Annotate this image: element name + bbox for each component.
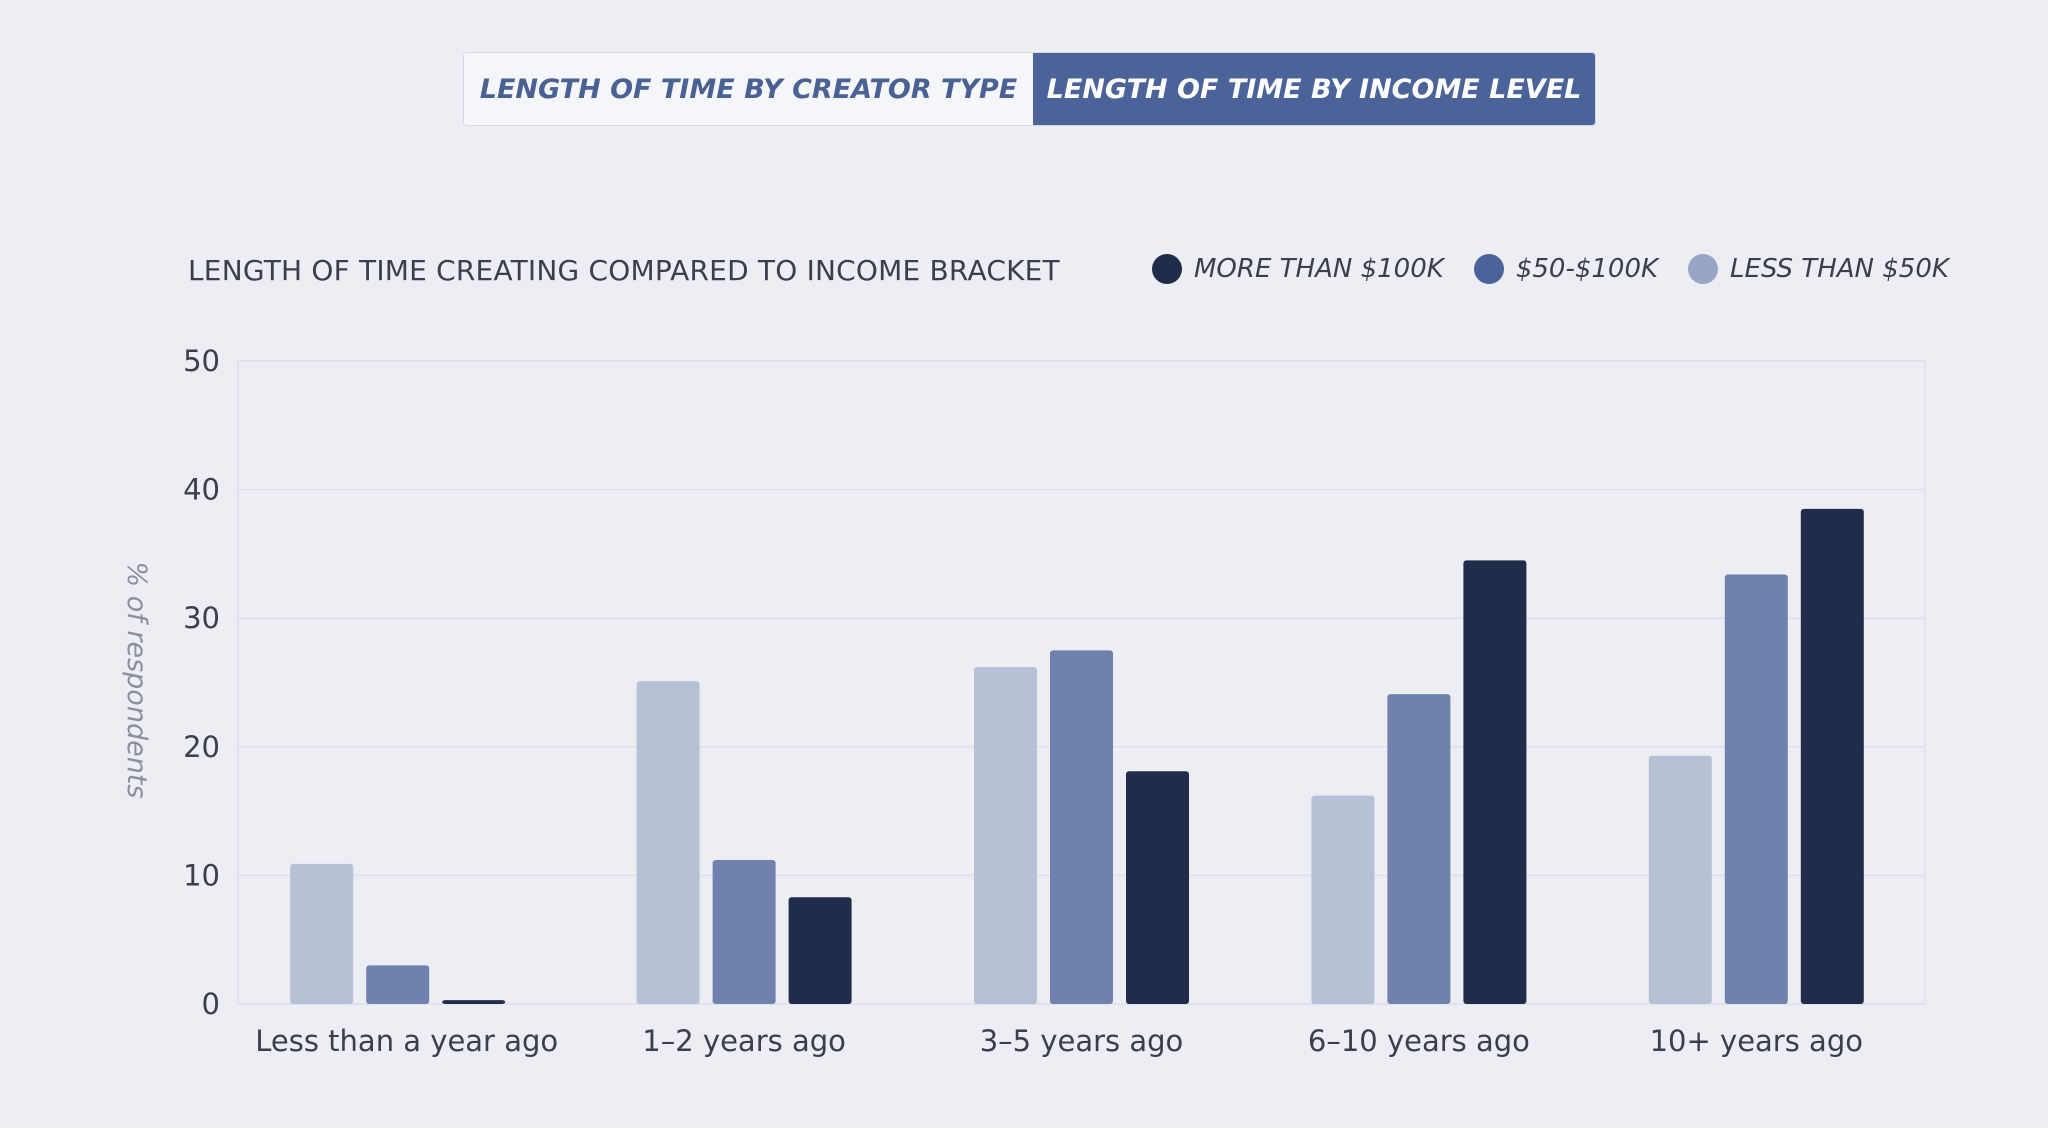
y-tick-label: 0 [202, 987, 220, 1021]
chart-title: LENGTH OF TIME CREATING COMPARED TO INCO… [188, 254, 1060, 287]
y-tick-label: 10 [183, 858, 220, 892]
bar [442, 1000, 506, 1004]
chart-legend: MORE THAN $100K $50-$100K LESS THAN $50K [1152, 254, 1949, 284]
bar [636, 681, 700, 1004]
legend-item-50-100k: $50-$100K [1473, 254, 1659, 284]
legend-dot-more-than-100k [1152, 254, 1182, 284]
y-tick-label: 30 [183, 601, 220, 635]
legend-item-less-than-50k: LESS THAN $50K [1688, 254, 1949, 284]
bar [1050, 650, 1113, 1004]
legend-label-50-100k: $50-$100K [1515, 254, 1659, 284]
legend-dot-50-100k [1473, 254, 1504, 284]
bar [1311, 795, 1375, 1004]
x-tick-label: 10+ years ago [1650, 1024, 1863, 1058]
tab-income-level[interactable]: LENGTH OF TIME BY INCOME LEVEL [1033, 53, 1595, 125]
legend-item-more-than-100k: MORE THAN $100K [1152, 254, 1444, 284]
tab-creator-type[interactable]: LENGTH OF TIME BY CREATOR TYPE [464, 53, 1033, 125]
bar [788, 897, 852, 1004]
bar [290, 863, 354, 1004]
view-toggle: LENGTH OF TIME BY CREATOR TYPE LENGTH OF… [463, 52, 1596, 126]
legend-label-less-than-50k: LESS THAN $50K [1730, 254, 1949, 284]
bar [1724, 574, 1788, 1004]
x-tick-label: Less than a year ago [255, 1024, 558, 1058]
y-tick-label: 20 [183, 730, 220, 764]
legend-dot-less-than-50k [1688, 254, 1719, 284]
x-tick-label: 6–10 years ago [1308, 1024, 1530, 1058]
bar [1387, 694, 1451, 1004]
bar [1800, 508, 1864, 1004]
bar [974, 667, 1037, 1004]
legend-label-more-than-100k: MORE THAN $100K [1194, 254, 1444, 284]
bar [1463, 560, 1527, 1004]
y-tick-label: 40 [183, 473, 220, 507]
x-tick-label: 3–5 years ago [980, 1024, 1184, 1058]
y-tick-label: 50 [183, 344, 220, 378]
bar [1126, 771, 1189, 1004]
x-tick-label: 1–2 years ago [642, 1024, 846, 1058]
bar [1648, 755, 1712, 1004]
bar [712, 859, 776, 1004]
bar [366, 965, 430, 1004]
y-axis-title: % of respondents [121, 562, 152, 799]
